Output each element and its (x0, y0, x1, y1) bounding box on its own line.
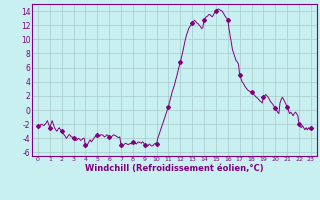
X-axis label: Windchill (Refroidissement éolien,°C): Windchill (Refroidissement éolien,°C) (85, 164, 264, 173)
